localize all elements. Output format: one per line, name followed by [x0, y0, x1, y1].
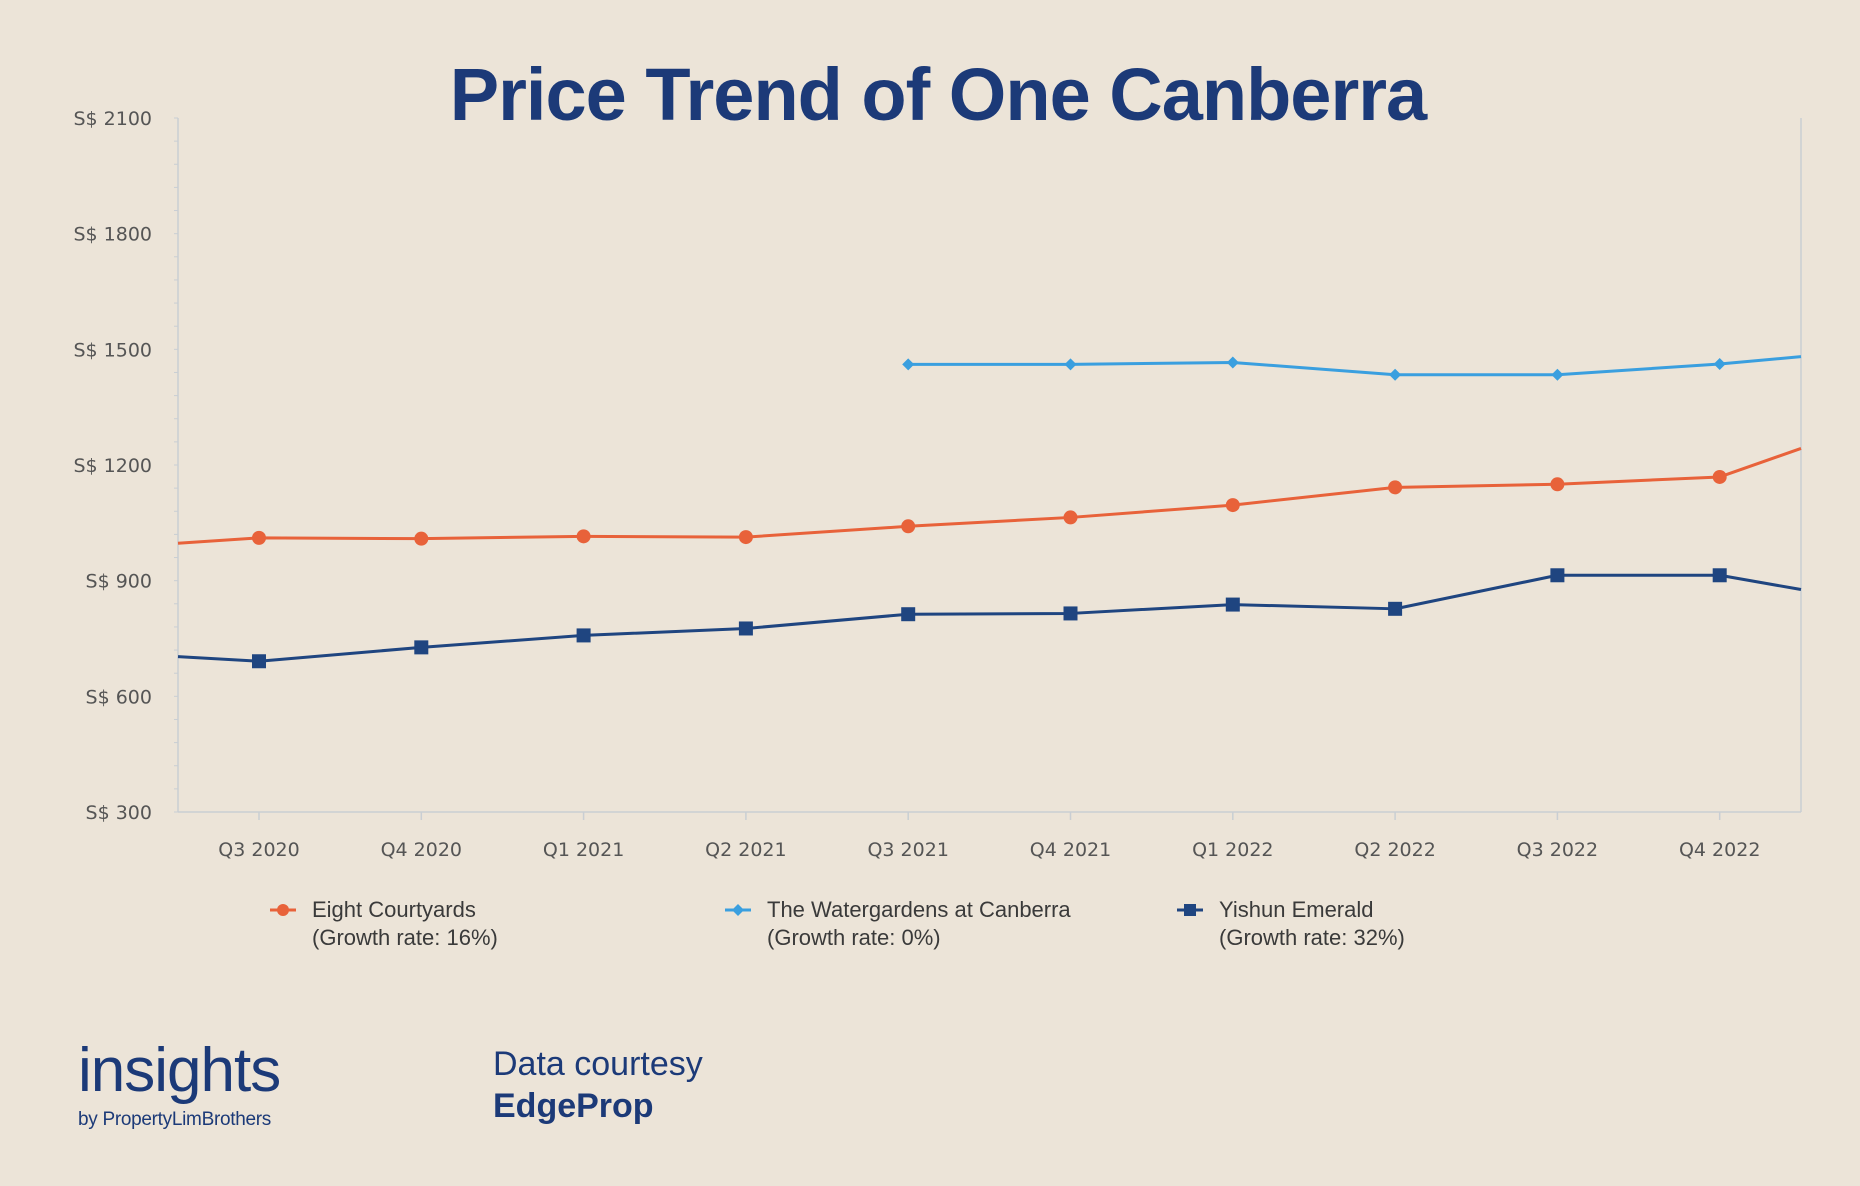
- x-tick-label: Q4 2022: [1679, 839, 1760, 861]
- credit-line-1: Data courtesy: [493, 1045, 703, 1083]
- logo-sub-text: by PropertyLimBrothers: [78, 1109, 271, 1130]
- chart-title: Price Trend of One Canberra: [449, 53, 1427, 136]
- data-point-diamond: [1713, 357, 1726, 370]
- legend-marker-square-icon: [1177, 904, 1203, 916]
- data-point-circle: [901, 519, 916, 534]
- x-tick-label: Q1 2022: [1192, 839, 1273, 861]
- insights-logo: insights by PropertyLimBrothers: [78, 1036, 281, 1132]
- data-point-circle: [576, 529, 591, 544]
- x-tick-label: Q3 2020: [218, 839, 299, 861]
- data-point-circle: [1550, 477, 1565, 492]
- x-tick-label: Q4 2021: [1030, 839, 1111, 861]
- data-point-circle: [414, 531, 429, 546]
- legend-marker-circle-icon: [270, 904, 296, 916]
- data-point-diamond: [902, 358, 915, 371]
- data-point-circle: [738, 530, 753, 545]
- data-credit: Data courtesy EdgeProp: [493, 1044, 703, 1128]
- series-line-0: [177, 447, 1802, 545]
- y-tick-label: S$ 2100: [73, 108, 152, 130]
- y-tick-label: S$ 1200: [73, 455, 152, 477]
- data-point-diamond: [1226, 356, 1239, 369]
- legend-growth-label: (Growth rate: 16%): [312, 925, 498, 950]
- data-point-circle: [1063, 510, 1078, 525]
- data-point-square: [1712, 568, 1727, 583]
- x-tick-label: Q1 2021: [543, 839, 624, 861]
- x-tick-label: Q3 2022: [1517, 839, 1598, 861]
- data-point-circle: [252, 530, 266, 545]
- legend-label: Eight Courtyards: [312, 897, 476, 922]
- legend-label: The Watergardens at Canberra: [767, 897, 1071, 922]
- data-point-square: [1388, 601, 1403, 616]
- legend-marker-diamond-icon: [725, 904, 751, 916]
- logo-main-text: insights: [78, 1036, 281, 1105]
- data-point-square: [576, 628, 591, 643]
- data-point-square: [1550, 568, 1565, 583]
- data-point-square: [1063, 606, 1078, 621]
- y-tick-label: S$ 1500: [73, 339, 152, 361]
- data-point-square: [1225, 597, 1240, 612]
- data-point-diamond: [1551, 368, 1564, 381]
- series-line-2: [177, 573, 1802, 663]
- legend-growth-label: (Growth rate: 0%): [767, 925, 941, 950]
- x-tick-label: Q2 2021: [705, 839, 786, 861]
- data-point-diamond: [1064, 358, 1077, 371]
- legend-label: Yishun Emerald: [1219, 897, 1374, 922]
- data-point-square: [738, 621, 753, 636]
- data-point-circle: [1712, 469, 1727, 484]
- y-tick-label: S$ 300: [86, 802, 152, 824]
- data-point-square: [252, 654, 266, 669]
- x-tick-label: Q3 2021: [867, 839, 948, 861]
- data-point-circle: [1225, 498, 1240, 513]
- data-point-circle: [1388, 480, 1403, 495]
- credit-line-2: EdgeProp: [493, 1087, 654, 1125]
- data-point-square: [414, 640, 429, 655]
- y-tick-label: S$ 1800: [73, 224, 152, 246]
- y-tick-label: S$ 600: [86, 686, 152, 708]
- y-tick-label: S$ 900: [86, 571, 152, 593]
- series-line-1: [908, 355, 1802, 377]
- legend-growth-label: (Growth rate: 32%): [1219, 925, 1405, 950]
- x-tick-label: Q2 2022: [1354, 839, 1435, 861]
- data-point-square: [901, 607, 916, 622]
- x-tick-label: Q4 2020: [381, 839, 462, 861]
- data-point-diamond: [1389, 368, 1402, 381]
